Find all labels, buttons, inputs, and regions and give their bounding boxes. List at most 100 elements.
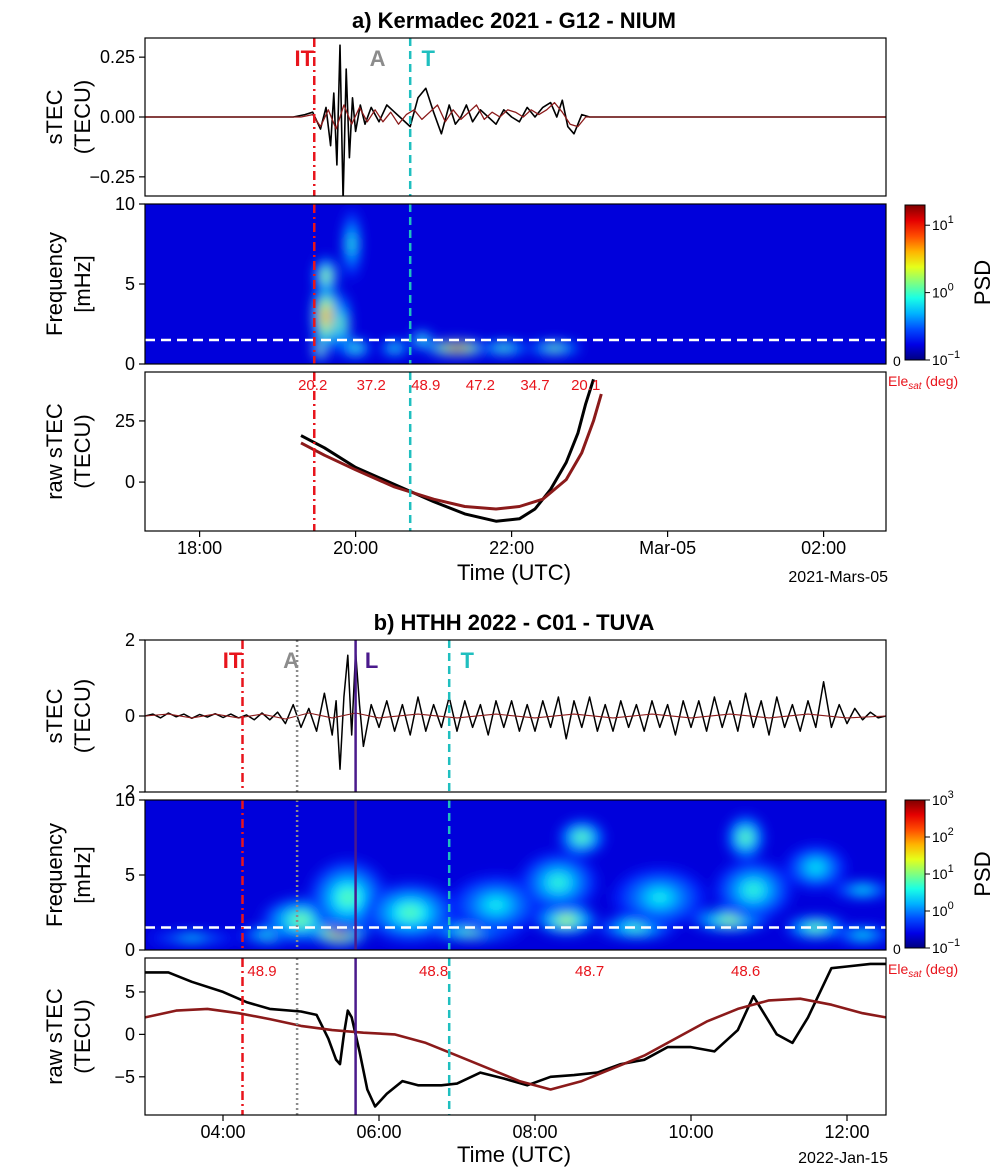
panel-a-raw-y-label-line-0: raw sTEC xyxy=(42,403,67,500)
spectrogram-blob-5-layer-3 xyxy=(352,345,359,351)
panel-a-x-tick-label-4: 02:00 xyxy=(801,538,846,558)
panel-b-spec-y-label-line-1: [mHz] xyxy=(70,846,95,903)
panel-b-stec-y-tick-label-0: 2 xyxy=(125,630,135,650)
spectrogram-blob-10-layer-3 xyxy=(549,345,560,351)
panel-b-raw-series-1 xyxy=(145,997,886,1091)
panel-a-event-label-t: T xyxy=(421,46,435,71)
panel-b-event-label-t: T xyxy=(460,648,474,673)
panel-b-stec-y-label-line-1: (TECU) xyxy=(70,679,95,754)
panel-b-raw-y-label-line-1: (TECU) xyxy=(70,999,95,1074)
panel-a-raw-y-tick-label-1: 0 xyxy=(125,472,135,492)
panel-b-x-tick-label-3: 10:00 xyxy=(668,1122,713,1142)
panel-b-colorbar-tick-label-1: 102 xyxy=(932,826,954,845)
panel-b-spec-y-tick-label-2: 0 xyxy=(125,940,135,960)
panel-a-elevation-value-1: 37.2 xyxy=(357,377,386,394)
panel-b-colorbar-tick-exp-2: 1 xyxy=(948,863,954,875)
panel-a-date-label: 2021-Mars-05 xyxy=(788,569,888,586)
panel-b-raw-y-tick-label-0: 5 xyxy=(125,982,135,1002)
panel-a-raw-y-tick-label-0: 25 xyxy=(115,411,135,431)
spectrogram-blob-17-layer-3 xyxy=(809,863,823,872)
panel-b-spec-y-tick-label-1: 5 xyxy=(125,865,135,885)
panel-a-stec-y-tick-label-2: −0.25 xyxy=(89,167,135,187)
panel-a-stec-y-tick-label-1: 0.00 xyxy=(100,107,135,127)
panel-b-x-tick-label-4: 12:00 xyxy=(824,1122,869,1142)
panel-b-spectrogram-blobs xyxy=(145,815,886,946)
panel-a-spectrogram-background xyxy=(145,204,886,364)
panel-b-stec-series-1 xyxy=(145,712,886,720)
panel-a-stec-y-label-line-1: (TECU) xyxy=(70,80,95,155)
panel-a-raw-y-label-line-1: (TECU) xyxy=(70,414,95,489)
panel-b-event-label-it: IT xyxy=(223,648,243,673)
spectrogram-blob-6-layer-3 xyxy=(391,345,398,351)
panel-a-spec-y-tick-label-1: 5 xyxy=(125,274,135,294)
panel-a-stec-series-1 xyxy=(145,101,886,130)
panel-a-spec-y-label-line-1: [mHz] xyxy=(70,255,95,312)
spectrogram-blob-1-layer-3 xyxy=(322,308,329,324)
panel-b-elevation-value-0: 48.9 xyxy=(247,963,276,980)
panel-b-raw-y-tick-label-2: −5 xyxy=(114,1067,135,1087)
panel-a-elevation-legend-unit: (deg) xyxy=(922,373,959,389)
panel-a-event-label-a: A xyxy=(370,46,386,71)
panel-a-elevation-value-4: 34.7 xyxy=(520,377,549,394)
panel-a-stec-y-label-line-0: sTEC xyxy=(42,89,67,144)
panel-a-elevation-value-0: 20.2 xyxy=(298,377,327,394)
panel-a-colorbar-tick-exp-0: 1 xyxy=(948,214,954,226)
panel-a-x-tick-label-0: 18:00 xyxy=(177,538,222,558)
panel-a-colorbar-tick-exp-1: 0 xyxy=(948,282,954,294)
spectrogram-blob-0-layer-3 xyxy=(182,935,202,941)
panel-b-stec-y-tick-label-1: 0 xyxy=(125,706,135,726)
spectrogram-blob-2-layer-3 xyxy=(293,915,309,925)
spectrogram-blob-5-layer-3 xyxy=(400,906,420,919)
panel-b-colorbar-tick-label-2: 101 xyxy=(932,863,954,882)
panel-b-x-axis-label: Time (UTC) xyxy=(457,1142,571,1167)
panel-a-event-label-it: IT xyxy=(294,46,314,71)
panel-a-stec-y-tick-label-0: 0.25 xyxy=(100,47,135,67)
panel-a-stec-series-0 xyxy=(145,44,886,196)
spectrogram-blob-8-layer-3 xyxy=(450,345,464,351)
spectrogram-blob-9-layer-3 xyxy=(577,833,587,842)
spectrogram-blob-4-layer-3 xyxy=(348,236,355,252)
panel-a-raw-frame xyxy=(144,371,887,532)
spectrogram-blob-19-layer-3 xyxy=(856,932,869,938)
panel-b-stec-y-tick-label-2: 2 xyxy=(125,782,135,802)
spectrogram-blob-13-layer-3 xyxy=(722,917,738,923)
panel-b-elevation-legend-unit: (deg) xyxy=(922,961,959,977)
panel-b-colorbar xyxy=(904,799,926,949)
panel-b-raw-series-0 xyxy=(145,962,886,1108)
spectrogram-blob-8-layer-3 xyxy=(559,917,573,923)
panel-a-elevation-value-2: 48.9 xyxy=(411,377,440,394)
panel-a: a) Kermadec 2021 - G12 - NIUM 2021-Mars-… xyxy=(352,8,888,586)
panel-b-elevation-value-2: 48.7 xyxy=(575,963,604,980)
panel-b-elevation-value-3: 48.6 xyxy=(731,963,760,980)
panel-a-raw-series-1 xyxy=(300,393,603,511)
panel-b-event-label-l: L xyxy=(365,648,378,673)
panel-b-colorbar-tick-label-0: 103 xyxy=(932,789,954,808)
panel-a-spec-y-label-line-0: Frequency xyxy=(42,232,67,336)
panel-a-spec-y-tick-label-0: 10 xyxy=(115,194,135,214)
panel-b-elevation-value-1: 48.8 xyxy=(419,963,448,980)
panel-a-elevation-legend: Elesat (deg) xyxy=(888,373,958,392)
panel-b-colorbar-tick-exp-4: −1 xyxy=(948,937,961,949)
panel-b-colorbar-label: PSD xyxy=(970,851,995,896)
panel-a-colorbar xyxy=(904,204,926,361)
panel-a-colorbar-tick-label-1: 100 xyxy=(932,282,954,301)
panel-a-elevation-legend-sub: sat xyxy=(908,381,923,392)
panel-b: b) HTHH 2022 - C01 - TUVA 2022-Jan-15 Ti… xyxy=(374,610,888,1167)
panel-a-elevation-value-3: 47.2 xyxy=(466,377,495,394)
panel-b-stec-y-label-line-0: sTEC xyxy=(42,688,67,743)
panel-a-raw-series-0 xyxy=(300,378,595,523)
panel-a-x-tick-label-2: 22:00 xyxy=(489,538,534,558)
spectrogram-blob-16-layer-3 xyxy=(809,924,823,931)
spectrogram-blob-9-layer-3 xyxy=(498,345,510,351)
panel-a-colorbar-tick-exp-2: −1 xyxy=(948,349,961,361)
panel-b-colorbar-tick-exp-1: 2 xyxy=(948,826,954,838)
panel-a-spec-y-tick-label-2: 0 xyxy=(125,354,135,374)
panel-b-date-label: 2022-Jan-15 xyxy=(798,1150,888,1167)
panel-b-title: b) HTHH 2022 - C01 - TUVA xyxy=(374,610,655,635)
panel-b-stec-series-0 xyxy=(145,650,886,770)
panel-a-colorbar-label: PSD xyxy=(970,260,995,305)
panel-b-colorbar-tick-label-4: 10−1 xyxy=(932,937,960,956)
